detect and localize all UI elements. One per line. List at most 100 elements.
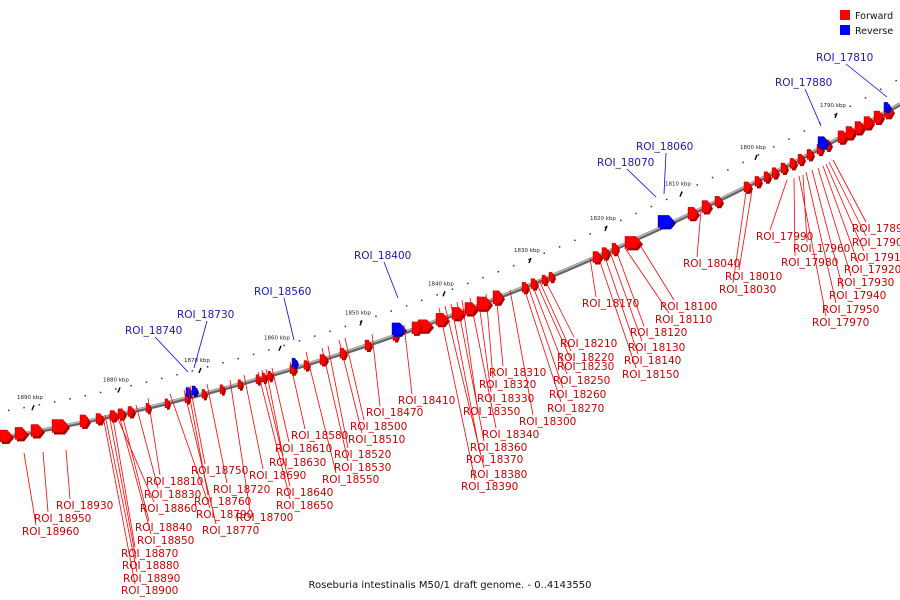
- forward-gene[interactable]: [0, 429, 14, 444]
- forward-gene-label[interactable]: ROI_18640: [276, 487, 333, 499]
- forward-gene[interactable]: [714, 196, 724, 209]
- forward-gene-label[interactable]: ROI_17890: [852, 223, 900, 235]
- reverse-gene-label[interactable]: ROI_17880: [775, 77, 832, 89]
- forward-gene[interactable]: [109, 410, 119, 423]
- forward-gene[interactable]: [624, 236, 643, 251]
- forward-gene-label[interactable]: ROI_18890: [123, 573, 180, 585]
- forward-gene-label[interactable]: ROI_18750: [191, 465, 248, 477]
- reverse-gene[interactable]: [883, 102, 892, 114]
- forward-gene[interactable]: [763, 171, 772, 184]
- forward-gene[interactable]: [845, 126, 857, 141]
- forward-gene[interactable]: [797, 153, 806, 167]
- forward-gene-label[interactable]: ROI_18350: [463, 406, 520, 418]
- forward-gene-label[interactable]: ROI_18900: [121, 585, 178, 597]
- forward-gene[interactable]: [411, 321, 423, 336]
- forward-gene[interactable]: [837, 130, 849, 145]
- forward-gene-label[interactable]: ROI_18140: [624, 355, 681, 367]
- forward-gene-label[interactable]: ROI_18340: [482, 429, 539, 441]
- forward-gene-label[interactable]: ROI_18300: [519, 416, 576, 428]
- forward-gene-label[interactable]: ROI_18270: [547, 403, 604, 415]
- forward-gene[interactable]: [219, 384, 226, 396]
- forward-gene-label[interactable]: ROI_18230: [557, 361, 614, 373]
- forward-gene[interactable]: [873, 110, 885, 125]
- forward-gene-label[interactable]: ROI_18150: [622, 369, 679, 381]
- forward-gene-label[interactable]: ROI_18530: [334, 462, 391, 474]
- reverse-gene[interactable]: [191, 385, 199, 397]
- forward-gene-label[interactable]: ROI_18310: [489, 367, 546, 379]
- forward-gene[interactable]: [14, 427, 29, 442]
- forward-gene[interactable]: [492, 290, 505, 306]
- forward-gene-label[interactable]: ROI_17920: [844, 264, 900, 276]
- forward-gene-label[interactable]: ROI_18630: [269, 457, 326, 469]
- forward-gene-label[interactable]: ROI_18100: [660, 301, 717, 313]
- reverse-gene-label[interactable]: ROI_18560: [254, 286, 311, 298]
- reverse-gene-label[interactable]: ROI_17810: [816, 52, 873, 64]
- forward-gene-label[interactable]: ROI_18790: [196, 509, 253, 521]
- forward-gene-label[interactable]: ROI_18260: [549, 389, 606, 401]
- forward-gene[interactable]: [521, 282, 530, 295]
- forward-gene[interactable]: [364, 339, 373, 353]
- forward-gene[interactable]: [548, 272, 556, 284]
- forward-gene-label[interactable]: ROI_18220: [557, 352, 614, 364]
- forward-gene[interactable]: [780, 162, 789, 176]
- forward-gene-label[interactable]: ROI_17910: [850, 252, 900, 264]
- forward-gene-label[interactable]: ROI_18170: [582, 298, 639, 310]
- forward-gene-label[interactable]: ROI_18010: [725, 271, 782, 283]
- forward-gene-label[interactable]: ROI_18720: [213, 484, 270, 496]
- forward-gene-label[interactable]: ROI_18330: [477, 393, 534, 405]
- forward-gene-label[interactable]: ROI_18320: [479, 379, 536, 391]
- forward-gene[interactable]: [754, 176, 763, 189]
- forward-gene-label[interactable]: ROI_18520: [334, 449, 391, 461]
- forward-gene[interactable]: [476, 296, 493, 312]
- forward-gene[interactable]: [687, 207, 700, 222]
- forward-gene[interactable]: [51, 419, 70, 435]
- forward-gene[interactable]: [30, 424, 45, 439]
- forward-gene[interactable]: [303, 360, 311, 372]
- reverse-gene[interactable]: [657, 215, 676, 230]
- forward-gene-label[interactable]: ROI_17980: [781, 257, 838, 269]
- forward-gene-label[interactable]: ROI_17990: [756, 231, 813, 243]
- forward-gene-label[interactable]: ROI_18410: [398, 395, 455, 407]
- forward-gene-label[interactable]: ROI_18930: [56, 500, 113, 512]
- reverse-gene-label[interactable]: ROI_18060: [636, 141, 693, 153]
- forward-gene-label[interactable]: ROI_18510: [348, 434, 405, 446]
- forward-gene-label[interactable]: ROI_17940: [829, 290, 886, 302]
- reverse-gene-label[interactable]: ROI_18730: [177, 309, 234, 321]
- forward-gene-label[interactable]: ROI_18690: [249, 470, 306, 482]
- forward-gene-label[interactable]: ROI_18950: [34, 513, 91, 525]
- forward-gene-label[interactable]: ROI_18550: [322, 474, 379, 486]
- forward-gene-label[interactable]: ROI_17960: [793, 243, 850, 255]
- forward-gene-label[interactable]: ROI_18250: [553, 375, 610, 387]
- reverse-gene[interactable]: [391, 322, 407, 337]
- forward-gene-label[interactable]: ROI_18360: [470, 442, 527, 454]
- forward-gene-label[interactable]: ROI_18500: [350, 421, 407, 433]
- forward-gene-label[interactable]: ROI_18840: [135, 522, 192, 534]
- forward-gene[interactable]: [771, 167, 780, 180]
- forward-gene-label[interactable]: ROI_18830: [144, 489, 201, 501]
- forward-gene[interactable]: [464, 302, 479, 317]
- forward-gene[interactable]: [806, 149, 815, 162]
- forward-gene-label[interactable]: ROI_18770: [202, 525, 259, 537]
- forward-gene-label[interactable]: ROI_17950: [822, 304, 879, 316]
- forward-gene[interactable]: [127, 406, 136, 419]
- forward-gene[interactable]: [79, 414, 91, 429]
- forward-gene-label[interactable]: ROI_18760: [194, 496, 251, 508]
- forward-gene[interactable]: [863, 116, 875, 131]
- reverse-gene[interactable]: [817, 136, 830, 150]
- forward-gene-label[interactable]: ROI_18130: [628, 342, 685, 354]
- forward-gene-label[interactable]: ROI_18860: [140, 503, 197, 515]
- reverse-gene[interactable]: [291, 357, 299, 370]
- forward-gene-label[interactable]: ROI_18040: [683, 258, 740, 270]
- forward-gene-label[interactable]: ROI_18370: [466, 454, 523, 466]
- forward-gene[interactable]: [743, 181, 753, 194]
- forward-gene-label[interactable]: ROI_17900: [852, 237, 900, 249]
- forward-gene[interactable]: [164, 398, 171, 410]
- forward-gene-label[interactable]: ROI_18610: [275, 443, 332, 455]
- forward-gene-label[interactable]: ROI_18580: [291, 430, 348, 442]
- forward-gene[interactable]: [237, 379, 244, 391]
- forward-gene-label[interactable]: ROI_17930: [837, 277, 894, 289]
- reverse-gene-label[interactable]: ROI_18070: [597, 157, 654, 169]
- forward-gene-label[interactable]: ROI_18470: [366, 407, 423, 419]
- reverse-gene-label[interactable]: ROI_18400: [354, 250, 411, 262]
- forward-gene[interactable]: [201, 389, 208, 401]
